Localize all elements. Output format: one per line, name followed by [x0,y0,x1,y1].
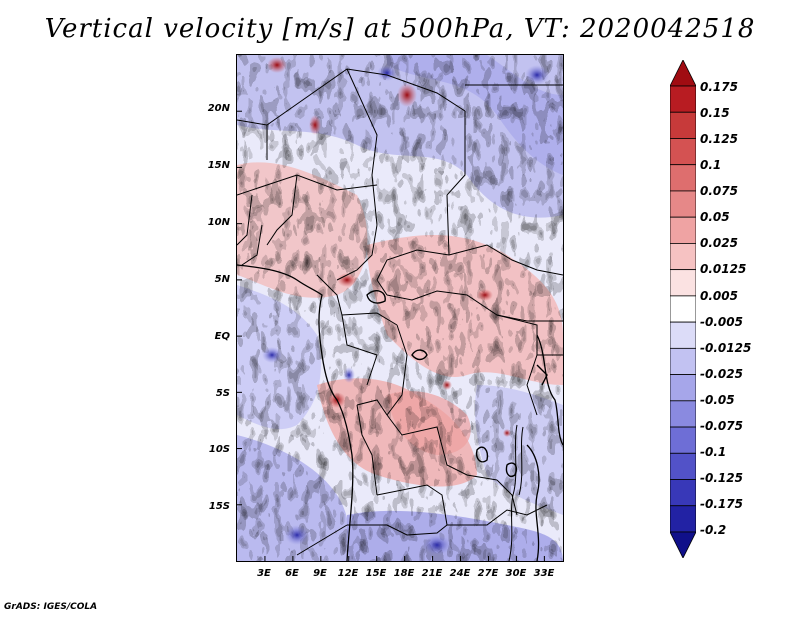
lat-label-eq: EQ [214,331,230,342]
map-panel [236,54,564,562]
colorbar-swatch [670,479,696,507]
colorbar-swatch [670,111,696,139]
colorbar-label-15: -0.125 [700,471,743,485]
colorbar-label-12: -0.05 [700,393,735,407]
lat-label-10n: 10N [207,217,230,228]
colorbar-swatch [670,138,696,166]
colorbar [670,60,696,558]
colorbar-label-9: -0.005 [700,315,743,329]
colorbar-label-0: 0.175 [700,80,738,94]
colorbar-label-13: -0.075 [700,419,743,433]
lon-label-30e: 30E [505,568,527,579]
colorbar-label-14: -0.1 [700,445,727,459]
colorbar-swatch [670,164,696,192]
colorbar-label-7: 0.0125 [700,262,747,276]
colorbar-label-2: 0.125 [700,132,738,146]
grads-credit: GrADS: IGES/COLA [4,602,98,612]
colorbar-label-11: -0.025 [700,367,743,381]
lat-label-5n: 5N [214,274,230,285]
colorbar-swatch [670,190,696,218]
lon-label-12e: 12E [337,568,359,579]
colorbar-label-4: 0.075 [700,184,738,198]
colorbar-swatch [670,269,696,297]
colorbar-label-16: -0.175 [700,497,743,511]
lon-label-33e: 33E [533,568,555,579]
colorbar-top-arrow [670,60,696,87]
vertical-velocity-field [237,55,563,561]
lon-label-6e: 6E [285,568,299,579]
lon-label-21e: 21E [421,568,443,579]
lon-label-3e: 3E [257,568,271,579]
colorbar-label-10: -0.0125 [700,341,752,355]
colorbar-swatch [670,505,696,533]
colorbar-swatch [670,216,696,244]
lakes-and-rivers [366,290,548,477]
lon-label-18e: 18E [393,568,415,579]
lat-label-5s: 5S [215,388,230,399]
colorbar-swatch [670,295,696,323]
field-texture-blue [237,55,563,561]
colorbar-swatch [670,321,696,349]
lon-label-9e: 9E [313,568,327,579]
colorbar-swatch [670,426,696,454]
colorbar-label-3: 0.1 [700,158,722,172]
convective-cells [262,57,549,555]
lon-label-24e: 24E [449,568,471,579]
colorbar-swatch [670,452,696,480]
colorbar-bottom-arrow [670,531,696,558]
colorbar-label-8: 0.005 [700,289,738,303]
colorbar-label-5: 0.05 [700,210,730,224]
coastline [237,264,563,561]
country-borders [237,68,563,556]
lon-label-27e: 27E [477,568,499,579]
lat-label-20n: 20N [207,103,230,114]
lat-label-10s: 10S [208,444,230,455]
colorbar-label-17: -0.2 [700,523,727,537]
colorbar-label-1: 0.15 [700,106,730,120]
lon-label-15e: 15E [365,568,387,579]
colorbar-swatch [670,243,696,271]
colorbar-swatch [670,400,696,428]
chart-title: Vertical velocity [m/s] at 500hPa, VT: 2… [44,14,756,44]
colorbar-swatch [670,374,696,402]
colorbar-label-6: 0.025 [700,236,738,250]
colorbar-swatch [670,347,696,375]
lat-label-15n: 15N [207,160,230,171]
colorbar-swatch [670,85,696,113]
lat-label-15s: 15S [208,501,230,512]
